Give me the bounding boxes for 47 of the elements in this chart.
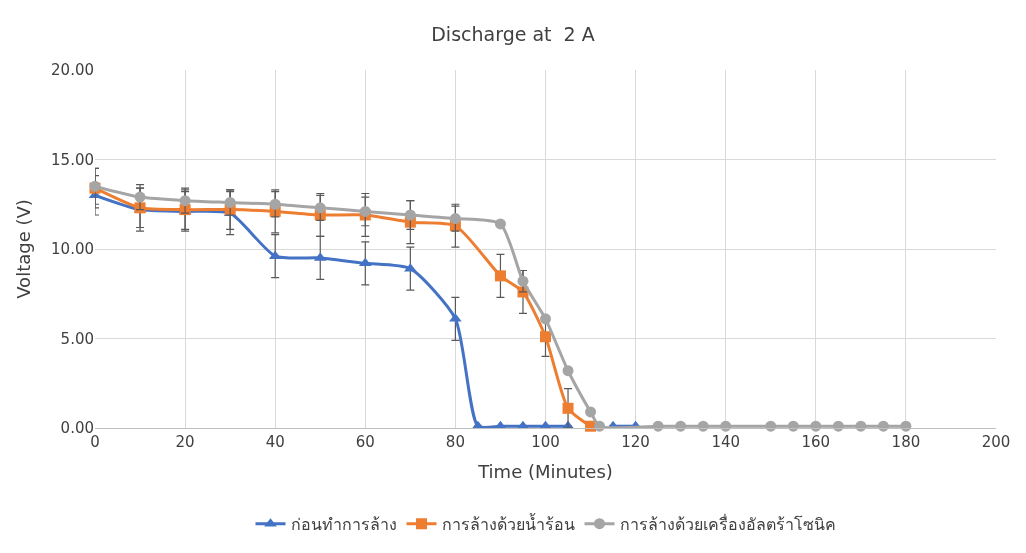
x-axis-title: Time (Minutes) bbox=[477, 461, 613, 483]
chart-title: Discharge at 2 A bbox=[431, 22, 595, 45]
point bbox=[720, 420, 732, 432]
legend-label: ก่อนทำการล้าง bbox=[290, 514, 397, 534]
point bbox=[494, 270, 506, 282]
x-tick-label: 20 bbox=[175, 433, 195, 451]
point bbox=[562, 365, 574, 377]
point bbox=[697, 420, 709, 432]
point bbox=[675, 420, 687, 432]
x-tick-label: 140 bbox=[711, 433, 741, 451]
point bbox=[585, 406, 597, 418]
point bbox=[358, 257, 372, 267]
x-tick-label: 40 bbox=[265, 433, 285, 451]
y-axis-title: Voltage (V) bbox=[13, 199, 35, 299]
x-tick-label: 0 bbox=[90, 433, 100, 451]
y-tick-label: 10.00 bbox=[51, 240, 94, 259]
x-tick-label: 100 bbox=[531, 433, 560, 451]
point bbox=[594, 420, 606, 432]
y-tick-label: 20.00 bbox=[51, 61, 94, 80]
point bbox=[179, 195, 191, 207]
point bbox=[517, 275, 529, 287]
point bbox=[832, 420, 844, 432]
point bbox=[540, 313, 551, 325]
point bbox=[855, 420, 867, 432]
point bbox=[494, 218, 506, 230]
point bbox=[765, 420, 777, 432]
point bbox=[877, 420, 889, 432]
legend-label: การล้างด้วยเครื่องอัลตร้าโซนิค bbox=[619, 512, 836, 534]
point bbox=[224, 196, 236, 208]
y-tick-label: 5.00 bbox=[60, 329, 94, 348]
x-tick-label: 60 bbox=[355, 433, 375, 451]
point bbox=[562, 402, 574, 414]
point bbox=[134, 191, 146, 203]
x-tick-label: 120 bbox=[621, 433, 650, 451]
point bbox=[540, 331, 551, 343]
x-tick-label: 160 bbox=[801, 433, 831, 451]
point bbox=[404, 209, 416, 221]
x-tick-label: 80 bbox=[445, 433, 465, 451]
legend-label: การล้างด้วยน้ำร้อน bbox=[441, 512, 575, 534]
point bbox=[449, 213, 461, 225]
point bbox=[269, 198, 281, 210]
point bbox=[359, 205, 371, 217]
x-tick-label: 180 bbox=[891, 433, 921, 451]
x-tick-label: 200 bbox=[981, 433, 1011, 451]
y-tick-label: 15.00 bbox=[51, 150, 94, 169]
point bbox=[314, 202, 326, 214]
point bbox=[787, 420, 799, 432]
